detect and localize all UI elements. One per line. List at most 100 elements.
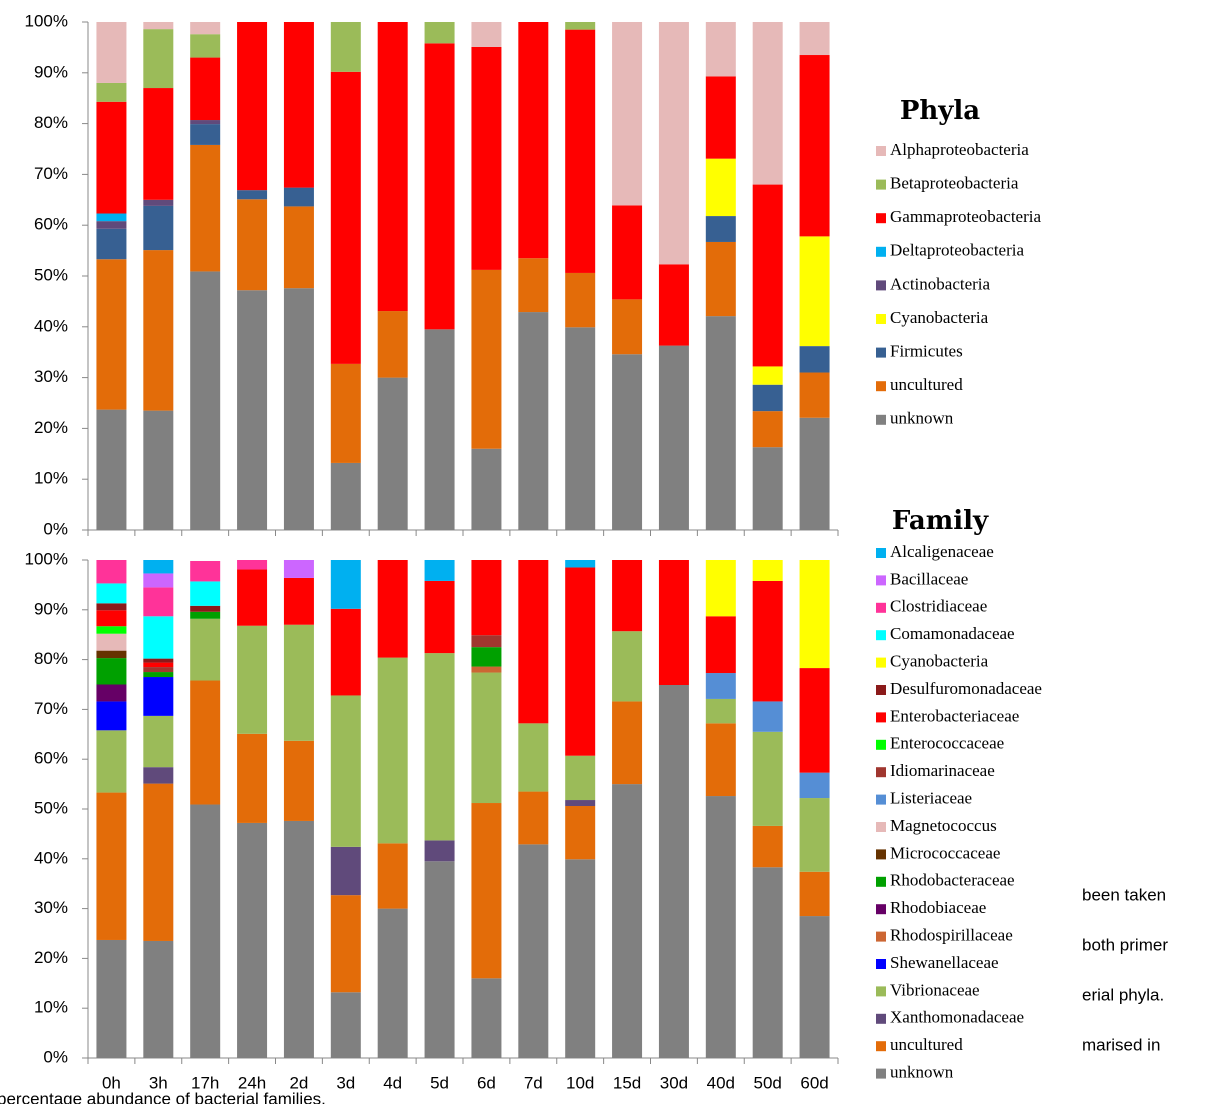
bar-segment	[283, 577, 314, 625]
x-tick-label: 5d	[430, 1073, 449, 1092]
bar-segment	[752, 701, 783, 732]
y-tick-label: 30%	[34, 898, 68, 917]
bar-segment	[424, 861, 455, 1058]
bar-segment	[377, 311, 408, 378]
x-tick-label: 17h	[191, 1073, 219, 1092]
bar-segment	[330, 22, 361, 72]
bar-segment	[143, 573, 174, 588]
legend-swatch	[876, 959, 886, 969]
bar-segment	[96, 228, 127, 260]
bar-segment	[471, 22, 502, 47]
bar-segment	[96, 792, 127, 940]
bar-segment	[612, 354, 643, 530]
bar-segment	[96, 701, 127, 731]
bar-segment	[377, 22, 408, 312]
bar-segment	[799, 372, 830, 418]
bar-segment	[565, 22, 596, 30]
legend-label: uncultured	[890, 375, 963, 394]
bar-segment	[799, 346, 830, 373]
bar-segment	[424, 329, 455, 530]
bar-segment	[143, 783, 174, 941]
legend-label: Magnetococcus	[890, 816, 997, 835]
bar-segment	[283, 624, 314, 741]
doc-text: erial phyla.	[1082, 985, 1164, 1004]
bar-segment	[565, 800, 596, 807]
legend-label: Enterococcaceae	[890, 734, 1004, 753]
bar-segment	[237, 822, 268, 1058]
y-tick-label: 60%	[34, 749, 68, 768]
legend-label: Enterobacteriaceae	[890, 706, 1019, 725]
x-tick-label: 4d	[383, 1073, 402, 1092]
bar-segment	[752, 731, 783, 826]
x-tick-label: 30d	[660, 1073, 688, 1092]
bar-segment	[237, 190, 268, 200]
y-tick-label: 90%	[34, 599, 68, 618]
bar-segment	[283, 288, 314, 530]
x-tick-label: 40d	[707, 1073, 735, 1092]
legend-label: Shewanellaceae	[890, 953, 999, 972]
bar-segment	[565, 859, 596, 1058]
bar-segment	[190, 605, 221, 612]
bar-segment	[471, 647, 502, 667]
bar-segment	[96, 730, 127, 793]
bar-segment	[190, 57, 221, 121]
bar-segment	[518, 560, 549, 724]
legend-swatch	[876, 575, 886, 586]
legend-swatch	[876, 712, 886, 723]
y-tick-label: 40%	[34, 316, 68, 335]
bar-segment	[565, 327, 596, 530]
x-tick-label: 24h	[238, 1073, 266, 1092]
legend-label: Rhodobacteraceae	[890, 871, 1015, 890]
bar-segment	[96, 626, 127, 634]
bar-segment	[96, 633, 127, 651]
legend-label: Actinobacteria	[890, 274, 991, 293]
bar-segment	[143, 410, 174, 530]
bar-segment	[705, 76, 736, 159]
bar-segment	[518, 723, 549, 792]
bar-segment	[190, 34, 221, 58]
bar-segment	[190, 124, 221, 145]
legend-swatch	[876, 1013, 886, 1024]
bar-segment	[565, 806, 596, 860]
legend-label: Comamonadaceae	[890, 624, 1015, 643]
bar-segment	[471, 448, 502, 530]
legend-swatch	[876, 822, 886, 832]
bar-segment	[96, 684, 127, 702]
bar-segment	[752, 384, 783, 412]
x-tick-label: 7d	[524, 1073, 543, 1092]
y-tick-label: 10%	[34, 998, 68, 1017]
y-tick-label: 70%	[34, 699, 68, 718]
bar-segment	[143, 662, 174, 668]
y-tick-label: 30%	[34, 367, 68, 386]
bar-segment	[143, 587, 174, 617]
bar-segment	[799, 772, 830, 799]
bar-segment	[752, 867, 783, 1058]
bar-segment	[705, 316, 736, 530]
bar-segment	[330, 695, 361, 847]
bar-segment	[143, 940, 174, 1058]
bar-segment	[237, 290, 268, 530]
bar-segment	[237, 625, 268, 734]
bar-segment	[518, 844, 549, 1058]
bar-segment	[143, 88, 174, 200]
y-tick-label: 90%	[34, 62, 68, 81]
legend-label: Betaproteobacteria	[890, 174, 1019, 193]
y-tick-label: 0%	[43, 519, 68, 538]
bar-segment	[377, 843, 408, 909]
legend-swatch	[876, 767, 886, 778]
bar-segment	[424, 653, 455, 841]
legend-swatch	[876, 657, 886, 668]
legend-label: uncultured	[890, 1035, 963, 1054]
bar-segment	[237, 569, 268, 626]
bar-segment	[565, 560, 596, 568]
bar-segment	[705, 22, 736, 77]
bar-segment	[283, 22, 314, 188]
bar-segment	[190, 611, 221, 619]
y-tick-label: 0%	[43, 1047, 68, 1066]
bar-segment	[705, 241, 736, 317]
bar-segment	[424, 43, 455, 330]
bar-segment	[96, 409, 127, 530]
bar-segment	[518, 258, 549, 313]
x-tick-label: 60d	[800, 1073, 828, 1092]
